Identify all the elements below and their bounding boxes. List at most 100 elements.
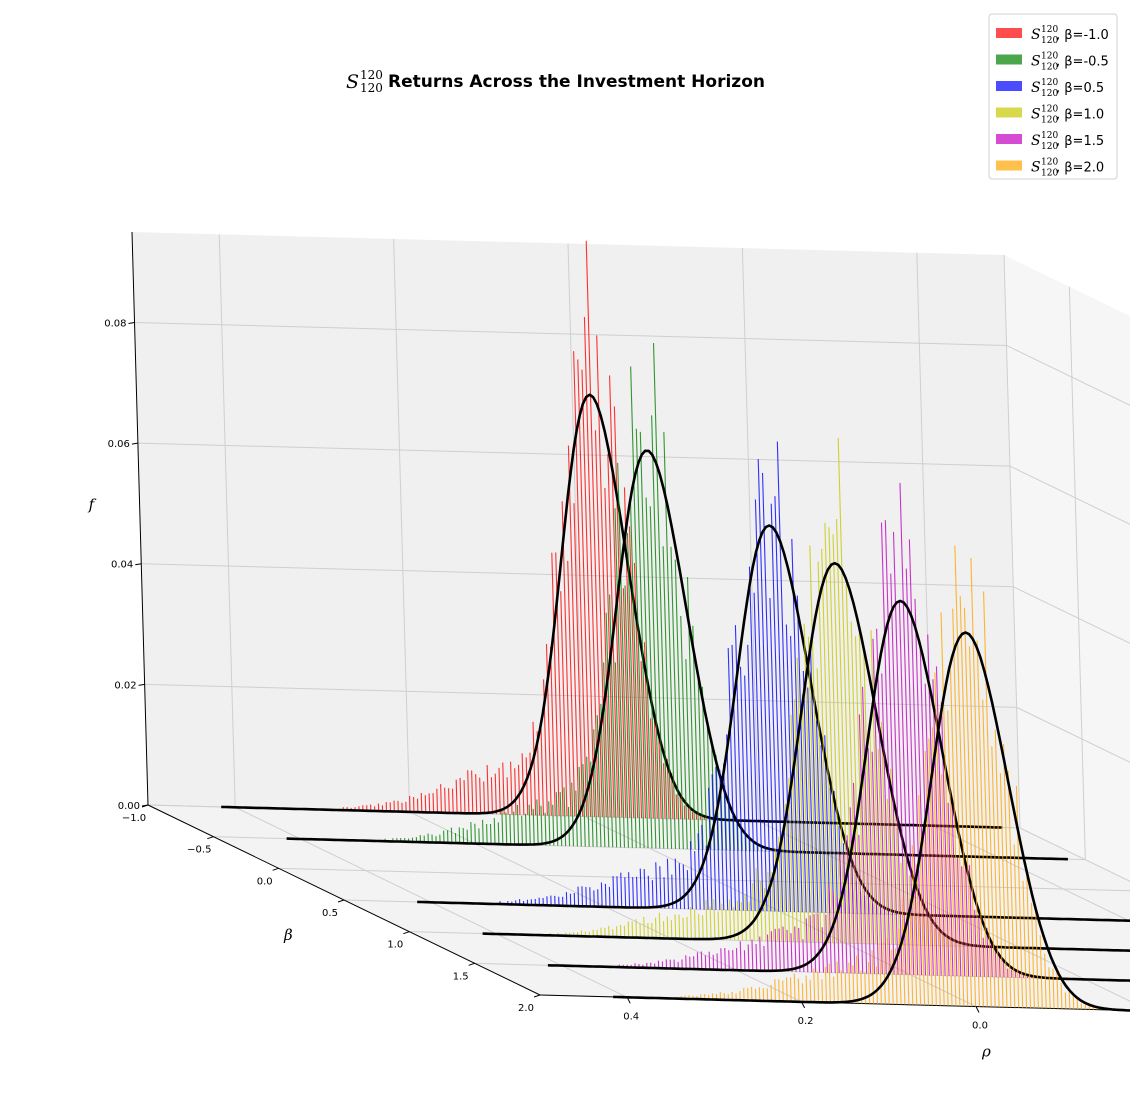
series-4 [482,437,1130,952]
x-axis-label: ρ [981,1043,991,1061]
histogram-bar [785,977,788,1002]
histogram-bar [551,552,560,816]
histogram-bar [614,662,622,848]
histogram-bar [858,714,868,974]
histogram-bar [755,868,759,941]
histogram-bar [778,979,780,1002]
histogram-bar [470,822,472,844]
histogram-bar [751,939,754,971]
z-axis-label: f [88,495,97,513]
z-tick-mark [135,563,142,566]
histogram-bar [654,917,657,939]
histogram-bar [651,415,665,849]
histogram-bar [848,962,851,1004]
histogram-bar [1056,968,1059,1009]
histogram-bar [974,909,978,977]
histogram-bar [662,546,673,849]
histogram-bar [801,694,810,943]
legend-subscript: 120 [1041,63,1058,73]
histogram-bar [821,927,825,973]
histogram-bar [649,506,661,849]
histogram-bar [663,763,666,819]
histogram-bar [620,872,623,908]
histogram-bar [964,859,970,977]
histogram-bar [567,445,580,817]
histogram-bar [880,721,889,945]
histogram-bar [682,864,686,909]
histogram-bar [914,598,927,976]
histogram-bar [840,970,843,1003]
histogram-bar [596,335,611,818]
histogram-bar [471,770,474,814]
legend-swatch [996,160,1022,171]
histogram-bar [481,819,484,844]
histogram-bar [581,886,584,907]
histogram-bar [532,808,535,846]
histogram-bar [709,906,712,940]
legend-label: , β=-0.5 [1056,55,1109,70]
histogram-bar [877,749,885,945]
histogram-bar [982,937,985,977]
histogram-bar [809,979,812,1003]
histogram-bar [883,942,886,1005]
histogram-bar [869,731,877,944]
histogram-bar [475,774,478,814]
histogram-bar [754,499,768,912]
histogram-bar [510,761,513,815]
histogram-bar [609,594,618,848]
legend-swatch [996,81,1022,91]
histogram-bar [774,496,788,912]
histogram-bar [949,669,961,1007]
histogram-bar [670,546,680,849]
x-tick-label: 0.0 [972,1021,988,1032]
y-tick-label: 2.0 [518,1003,534,1014]
histogram-bar [701,686,708,850]
histogram-bar [805,975,808,1003]
histogram-bar [693,910,696,940]
grid-line-f-back [134,321,1007,346]
grid-line-f-side [1019,827,1130,882]
y-tick-mark [141,804,149,808]
histogram-bar [697,681,704,850]
histogram-bar [494,773,497,815]
grid-line-f-side [1009,465,1130,525]
y-tick-label: −0.5 [187,845,211,856]
histogram-bar [545,644,552,816]
histogram-bar [420,792,423,813]
histogram-bar [608,886,611,908]
histogram-bar [743,950,746,971]
histogram-bar [798,927,801,972]
histogram-bar [629,500,641,848]
histogram-bar [839,853,844,974]
histogram-bar [555,792,559,846]
histogram-bar [884,520,899,975]
histogram-bar [1030,902,1035,1009]
histogram-bar [640,661,647,819]
histogram-bar [776,441,792,912]
tick-labels: 0.00 0.02 0.04 0.06 0.08 −1.0 −0.5 0.0 0.5 1.0 1.5… [104,318,988,1032]
histogram-bar [895,809,900,945]
histogram-bar [630,366,645,849]
histogram-bar [692,625,700,850]
histogram-bar [536,799,539,846]
histogram-bar [1022,880,1028,1008]
histogram-bar [918,795,926,1006]
histogram-bar [708,787,713,910]
histogram-bar [639,431,653,849]
histogram-bar [793,973,796,1002]
histogram-bar [517,764,521,815]
histogram-bar [970,557,984,1007]
histogram-bar [796,657,806,943]
histogram-bar [932,679,942,976]
histogram-bar [581,369,596,817]
histogram-bar [432,793,435,813]
histogram-bar [585,887,587,907]
histogram-bar [725,909,728,941]
grid-line-f-side [1016,706,1130,763]
histogram-bar [954,545,969,1007]
z-tick-label: 0.04 [111,560,133,571]
histogram-bar [689,841,693,910]
histogram-bar [643,868,646,908]
